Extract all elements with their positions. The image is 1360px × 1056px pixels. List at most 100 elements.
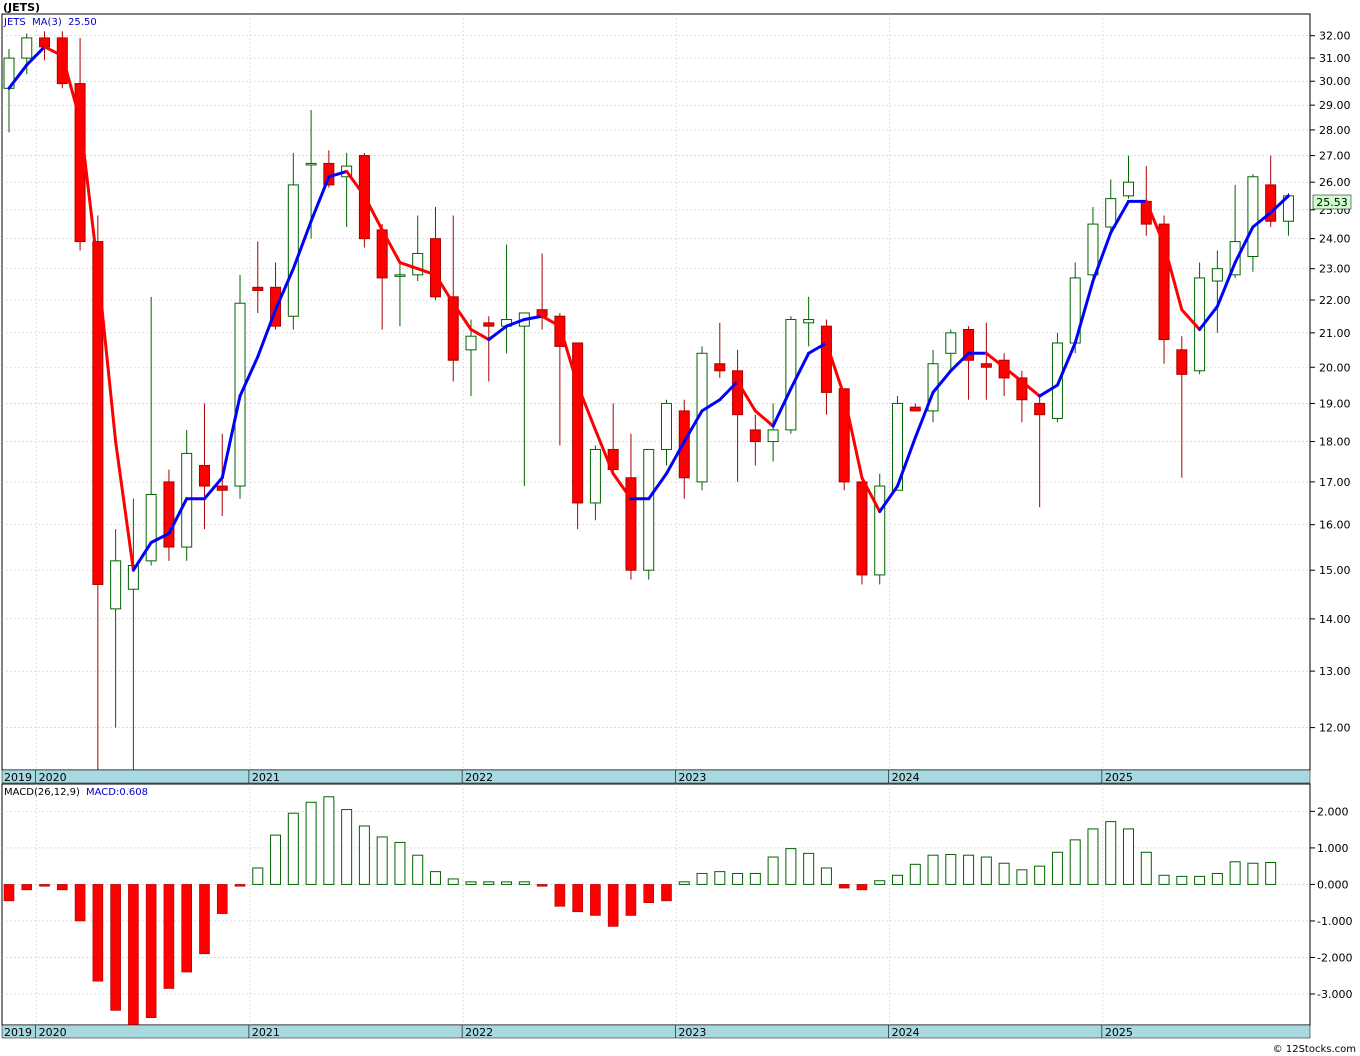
macd-bar-positive — [501, 881, 513, 885]
macd-bar-negative — [199, 884, 210, 955]
macd-y-tick-label: -2.000 — [1317, 951, 1352, 964]
price-y-tick-label: 15.00 — [1319, 564, 1351, 577]
candle-down — [714, 363, 726, 372]
candle-up — [874, 485, 886, 576]
candle-up — [305, 162, 317, 166]
ma-segment — [43, 45, 64, 58]
ma-segment — [309, 175, 331, 223]
ma-segment — [274, 267, 295, 312]
candle-up — [465, 335, 477, 351]
ma-segment — [522, 314, 544, 322]
candle-up — [1051, 342, 1063, 419]
ma-segment — [736, 380, 757, 413]
macd-bar-negative — [181, 884, 192, 973]
macd-bar-negative — [163, 884, 175, 989]
candle-down — [198, 464, 210, 487]
candle-up — [287, 184, 299, 317]
price-y-tick-label: 19.00 — [1319, 397, 1351, 410]
macd-bar-positive — [1051, 851, 1063, 885]
ma-segment — [771, 387, 793, 428]
macd-bar-positive — [358, 825, 370, 885]
ma-segment — [131, 541, 153, 572]
macd-bar-positive — [945, 853, 957, 885]
macd-bar-positive — [270, 834, 282, 885]
macd-bar-negative — [572, 884, 583, 913]
ma-segment — [700, 398, 722, 413]
ma-segment — [345, 169, 366, 198]
ma-segment — [949, 351, 971, 373]
macd-bar-positive — [732, 872, 744, 885]
moving-average-line — [7, 45, 1290, 572]
macd-bar-positive — [1194, 875, 1206, 885]
ma-segment — [1144, 199, 1166, 247]
ma-segment — [78, 118, 100, 271]
macd-y-tick-label: -3.000 — [1317, 988, 1352, 1001]
macd-bar-negative — [145, 884, 157, 1018]
price-y-tick-label: 29.00 — [1319, 99, 1351, 112]
macd-bar-negative — [536, 884, 548, 887]
price-y-tick-label: 20.00 — [1319, 361, 1351, 374]
date-label: 2025 — [1105, 771, 1133, 784]
macd-bar-negative — [607, 884, 619, 927]
price-y-tick-label: 13.00 — [1319, 665, 1351, 678]
candle-down — [1176, 349, 1188, 375]
macd-y-tick-label: 0.000 — [1317, 878, 1349, 891]
macd-bar-positive — [767, 856, 779, 885]
candle-up — [412, 252, 424, 276]
macd-bar-negative — [856, 884, 868, 891]
macd-bar-positive — [1034, 865, 1046, 885]
candle-up — [945, 332, 957, 354]
date-label: 2021 — [252, 1026, 280, 1039]
candle-up — [394, 274, 406, 277]
price-y-tick-label: 26.00 — [1319, 176, 1351, 189]
price-y-tick-label: 24.00 — [1319, 233, 1351, 246]
macd-bar-positive — [287, 812, 299, 885]
candle-down — [483, 322, 495, 327]
macd-bar-positive — [1123, 828, 1135, 885]
date-label: 2023 — [678, 1026, 706, 1039]
candle-up — [1211, 268, 1223, 282]
date-label: 2019 — [4, 1026, 32, 1039]
price-y-tick-label: 30.00 — [1319, 75, 1351, 88]
candle-down — [1034, 402, 1046, 416]
macd-bar-positive — [465, 881, 477, 885]
candle-up — [643, 448, 655, 571]
candle-down — [429, 238, 441, 298]
ma-segment — [611, 472, 633, 501]
candle-up — [110, 560, 122, 610]
ma-segment — [25, 45, 47, 67]
candle-down — [980, 363, 992, 368]
macd-bar-positive — [963, 854, 975, 885]
ma-segment — [220, 394, 242, 480]
ma-segment — [718, 380, 740, 402]
macd-bar-positive — [518, 881, 530, 885]
ma-segment — [842, 394, 864, 480]
ma-segment — [824, 341, 846, 398]
ma-segment — [896, 436, 917, 488]
macd-bar-negative — [57, 884, 68, 891]
ma-segment — [1162, 243, 1184, 312]
macd-bar-positive — [429, 871, 441, 885]
ma-segment — [469, 327, 491, 342]
macd-bar-positive — [394, 841, 406, 885]
macd-value-label: MACD:0.608 — [86, 787, 148, 798]
candle-down — [163, 481, 175, 548]
candle-down — [963, 328, 975, 361]
macd-bar-negative — [625, 884, 637, 916]
ma-segment — [114, 440, 135, 572]
ma-segment — [931, 369, 953, 394]
macd-bar-positive — [874, 880, 886, 885]
ma-segment — [291, 219, 313, 271]
macd-bar-negative — [74, 884, 86, 922]
ma-segment — [789, 351, 811, 391]
candle-up — [1229, 241, 1241, 276]
candle-down — [838, 388, 850, 483]
macd-panel: -3.000 -2.000 -1.000 0.000 1.000 2.000 MACD(2… — [1, 783, 1352, 1026]
candle-down — [1016, 377, 1028, 401]
macd-bar-positive — [678, 881, 690, 885]
ma-segment — [362, 194, 384, 232]
ma-segment — [451, 301, 473, 331]
price-y-axis: 12.00 13.00 14.00 15.00 16.00 17.00 18.00 19.00… — [1310, 30, 1351, 735]
macd-bar-positive — [1211, 872, 1223, 885]
